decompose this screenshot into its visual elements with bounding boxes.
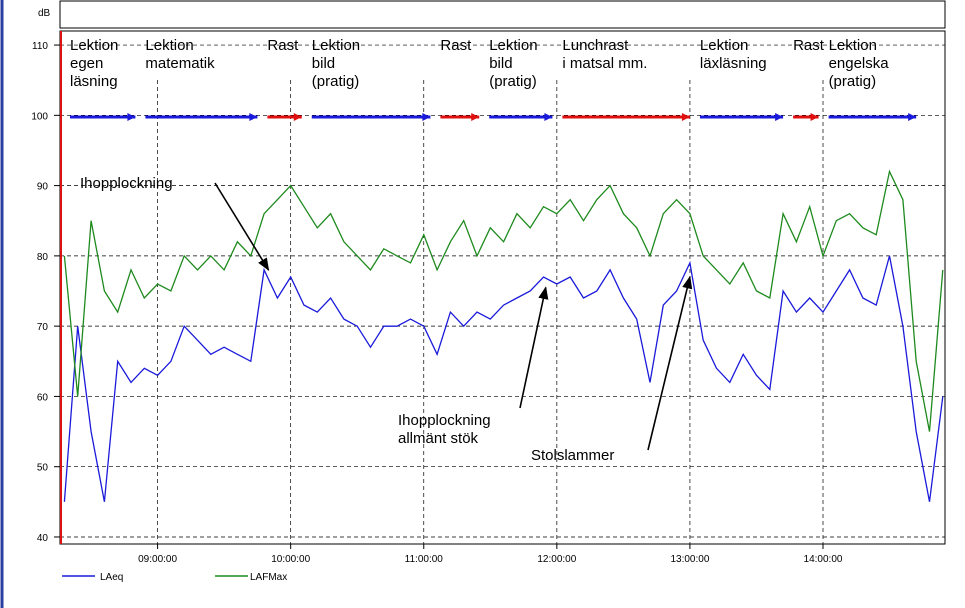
x-tick-label: 11:00:00 (405, 554, 444, 565)
schedule-label: Lektion engelska (pratig) (829, 37, 890, 90)
title-box (59, 0, 946, 29)
plot-frame (59, 30, 946, 545)
schedule-arrowhead (681, 113, 690, 121)
x-tick-label: 13:00:00 (670, 554, 709, 565)
schedule-arrowhead (249, 113, 258, 121)
schedule-label: Lektion egen läsning (70, 37, 118, 90)
schedule-arrowhead (422, 113, 431, 121)
y-tick-label: 50 (37, 463, 49, 474)
x-tick-label: 10:00:00 (271, 554, 310, 565)
schedule-label: Lektion bild (pratig) (489, 37, 537, 90)
schedule-arrowhead (293, 113, 302, 121)
schedule-label: Lektion bild (pratig) (312, 37, 360, 90)
schedule-label: Lunchrast i matsal mm. (562, 37, 647, 72)
x-tick-label: 09:00:00 (138, 554, 177, 565)
legend-label: LAeq (100, 572, 123, 583)
y-tick-label: 40 (37, 533, 49, 544)
schedule-arrowhead (544, 113, 553, 121)
schedule-label: Lektion läxläsning (700, 37, 767, 72)
schedule-label: Rast (793, 37, 825, 54)
annotation-arrow (214, 182, 270, 272)
schedule-arrowhead (127, 113, 136, 121)
annotation: Ihopplockning (80, 175, 173, 192)
schedule-arrowhead (471, 113, 480, 121)
x-tick-label: 12:00:00 (537, 554, 576, 565)
schedule-label: Rast (440, 37, 472, 54)
schedule-arrowhead (775, 113, 784, 121)
x-tick-label: 14:00:00 (804, 554, 843, 565)
schedule-arrowhead (908, 113, 917, 121)
series-line (63, 255, 944, 502)
y-tick-label: 100 (31, 111, 48, 122)
y-tick-label: 60 (37, 392, 49, 403)
schedule-label: Lektion matematik (145, 37, 215, 72)
series-line (63, 169, 944, 432)
annotation-arrow (647, 275, 693, 451)
annotation-arrow (519, 286, 549, 409)
y-axis-label: dB (38, 8, 51, 19)
legend-label: LAFMax (250, 572, 287, 583)
schedule-arrowhead (810, 113, 819, 121)
schedule-label: Rast (267, 37, 299, 54)
y-tick-label: 70 (37, 322, 49, 333)
annotation: Ihopplockning allmänt stök (398, 412, 491, 447)
annotation: Stolslammer (531, 447, 614, 464)
y-tick-label: 110 (32, 41, 48, 52)
y-tick-label: 90 (37, 182, 49, 193)
y-tick-label: 80 (37, 252, 49, 263)
